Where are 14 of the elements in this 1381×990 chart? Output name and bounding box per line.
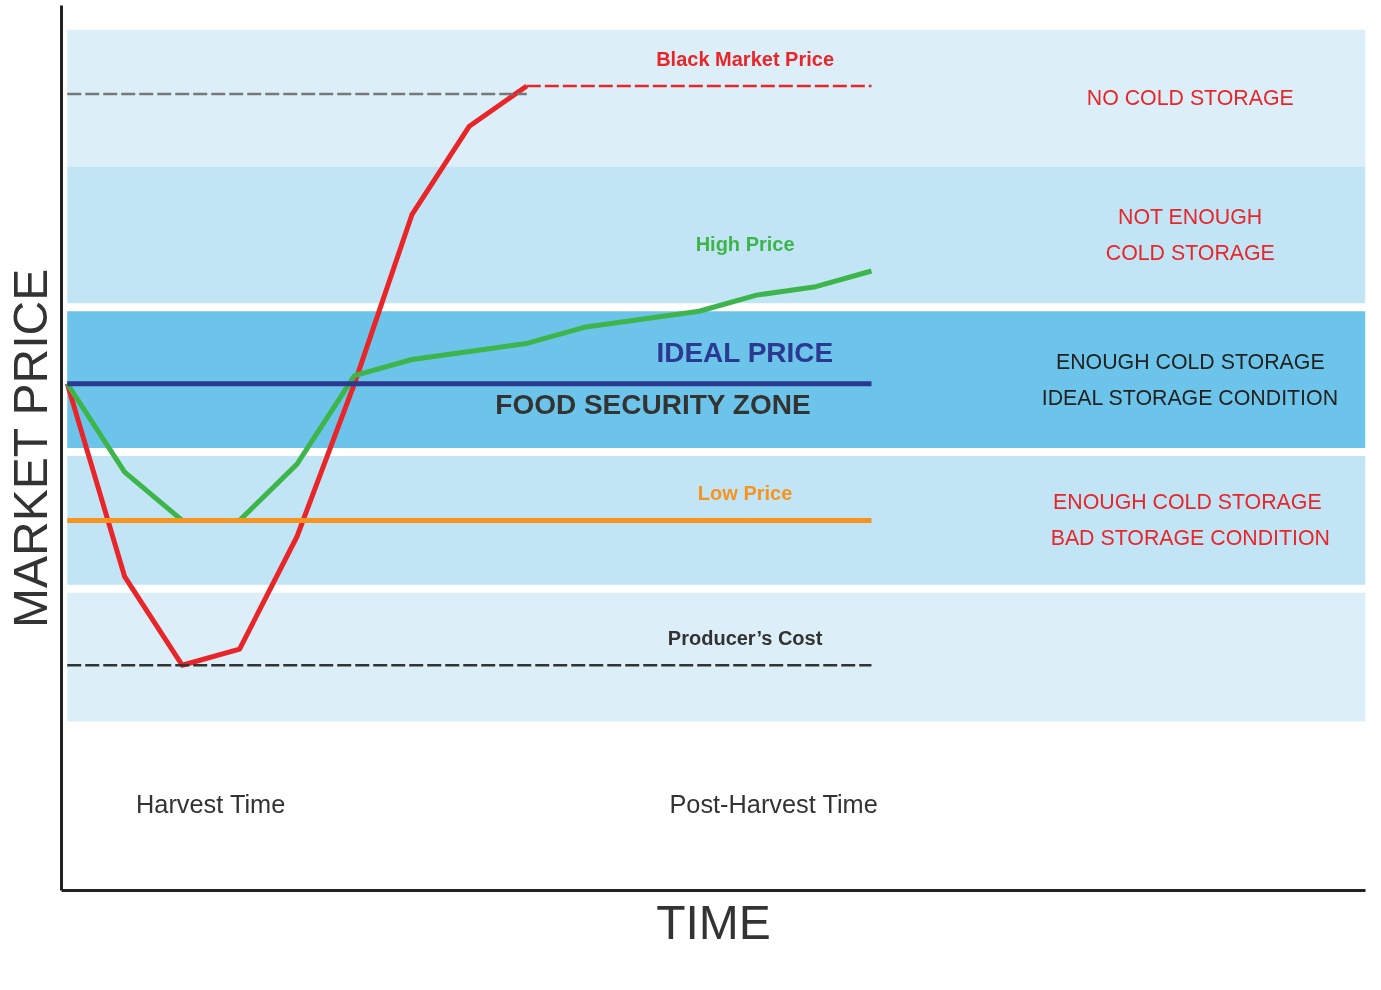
series-label: High Price xyxy=(695,232,795,255)
series-label: Black Market Price xyxy=(656,47,835,70)
band-label: NOT ENOUGH COLD STORAGE xyxy=(1105,204,1275,265)
series-label: Producer’s Cost xyxy=(667,627,823,650)
x-axis-title: TIME xyxy=(656,895,771,949)
annotation: FOOD SECURITY ZONE xyxy=(495,388,811,420)
band-label: NO COLD STORAGE xyxy=(1086,86,1294,111)
annotation: Harvest Time xyxy=(136,790,286,819)
series-label: Low Price xyxy=(697,482,793,505)
y-axis-title: MARKET PRICE xyxy=(3,268,57,629)
band-label: ENOUGH COLD STORAGE IDEAL STORAGE CONDITION xyxy=(1041,349,1339,410)
series-label: IDEAL PRICE xyxy=(656,336,834,368)
band-label: ENOUGH COLD STORAGE BAD STORAGE CONDITION xyxy=(1050,490,1330,551)
annotation: Post-Harvest Time xyxy=(669,790,878,819)
